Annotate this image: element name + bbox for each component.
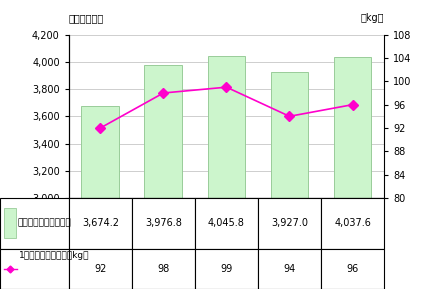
- Bar: [270, 72, 309, 289]
- Text: （トン／年）: （トン／年）: [69, 13, 104, 23]
- Text: 94: 94: [283, 264, 296, 274]
- Bar: [258, 198, 321, 249]
- Text: 92: 92: [94, 264, 107, 274]
- Bar: [333, 57, 372, 289]
- Text: 98: 98: [157, 264, 170, 274]
- Text: 3,976.8: 3,976.8: [145, 218, 182, 228]
- Text: 集団回収総量（トン）: 集団回収総量（トン）: [18, 219, 71, 228]
- Bar: [69, 249, 132, 289]
- Bar: [321, 198, 384, 249]
- Bar: [195, 249, 258, 289]
- Bar: [207, 56, 246, 289]
- Bar: [321, 249, 384, 289]
- Text: 3,674.2: 3,674.2: [82, 218, 119, 228]
- Bar: [144, 65, 182, 289]
- Text: 99: 99: [220, 264, 233, 274]
- Text: （kg）: （kg）: [361, 13, 384, 23]
- Text: （年度）: （年度）: [48, 198, 69, 207]
- Text: 96: 96: [346, 264, 359, 274]
- Bar: [132, 198, 195, 249]
- Text: 4,045.8: 4,045.8: [208, 218, 245, 228]
- Text: 1世帯当たり回収量（kg）: 1世帯当たり回収量（kg）: [19, 251, 90, 260]
- Text: 4,037.6: 4,037.6: [334, 218, 371, 228]
- Bar: [0, 249, 69, 289]
- Bar: [81, 106, 119, 289]
- Bar: [132, 249, 195, 289]
- Bar: [195, 198, 258, 249]
- Bar: [258, 249, 321, 289]
- Text: 3,927.0: 3,927.0: [271, 218, 308, 228]
- Bar: [0, 198, 69, 249]
- Bar: [4, 208, 16, 238]
- Bar: [69, 198, 132, 249]
